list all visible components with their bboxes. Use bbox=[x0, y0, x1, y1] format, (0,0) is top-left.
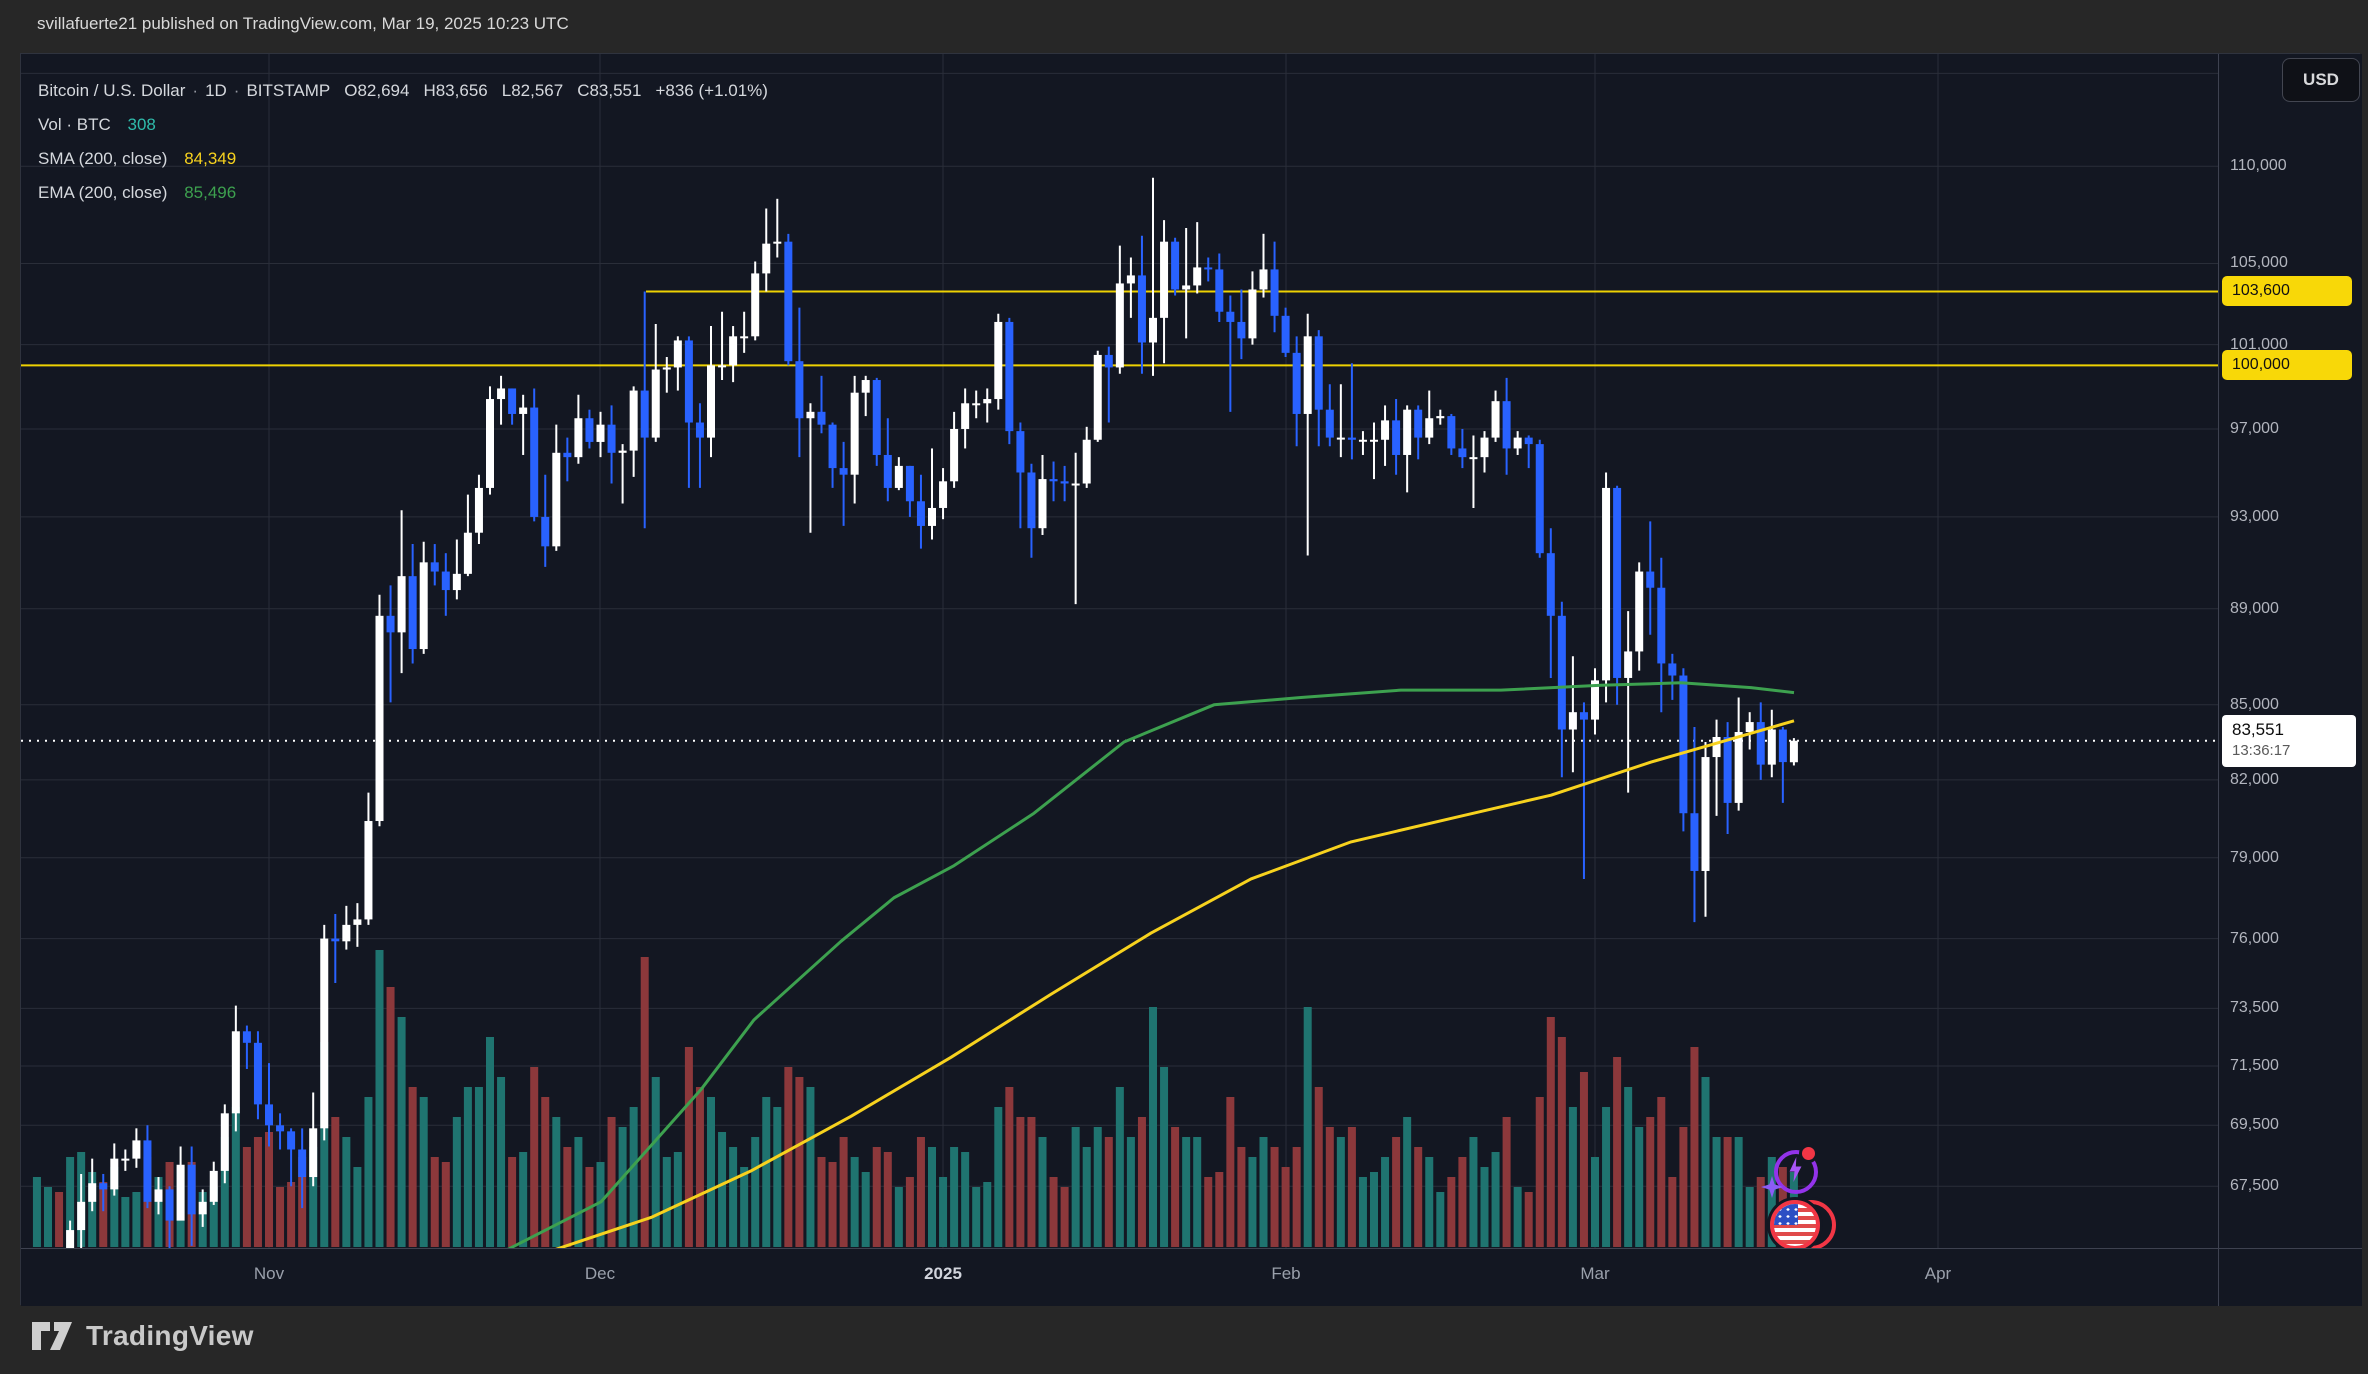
separator-dot: · bbox=[192, 81, 199, 100]
us-flag-canton bbox=[1774, 1204, 1798, 1225]
chart-plot[interactable]: Bitcoin / U.S. Dollar · 1D · BITSTAMP O82,694… bbox=[21, 54, 2218, 1248]
price-tick-label: 73,500 bbox=[2230, 999, 2279, 1017]
ohlc-value: H83,656 bbox=[423, 81, 488, 100]
volume-legend-value: 308 bbox=[127, 115, 156, 134]
sma-legend-value: 84,349 bbox=[184, 149, 237, 168]
price-tick-label: 110,000 bbox=[2230, 157, 2287, 175]
price-tick-label: 93,000 bbox=[2230, 507, 2279, 525]
exchange-label: BITSTAMP bbox=[246, 81, 331, 100]
ema-legend[interactable]: EMA (200, close) 85,496 bbox=[38, 176, 768, 210]
ema-legend-label: EMA (200, close) bbox=[38, 183, 168, 202]
sma-legend[interactable]: SMA (200, close) 84,349 bbox=[38, 142, 768, 176]
time-tick-label: Apr bbox=[1924, 1264, 1952, 1283]
ohlc-value: +836 (+1.01%) bbox=[655, 81, 768, 100]
chart-panel: Bitcoin / U.S. Dollar · 1D · BITSTAMP O82,694… bbox=[20, 53, 2362, 1306]
publish-info: svillafuerte21 published on TradingView.… bbox=[37, 14, 569, 33]
us-flag-icon bbox=[1770, 1200, 1820, 1248]
price-axis[interactable]: USD 110,000 105,000 101,000 97,000 93,000 89,… bbox=[2218, 54, 2362, 1248]
time-tick-label: Feb bbox=[1271, 1264, 1301, 1283]
time-tick-label: Mar bbox=[1580, 1264, 1610, 1283]
lightning-bolt-icon bbox=[1789, 1157, 1802, 1182]
ai-sparkle-event-icon[interactable] bbox=[1761, 1144, 1820, 1198]
volume-legend[interactable]: Vol · BTC 308 bbox=[38, 108, 768, 142]
ohlc-value: C83,551 bbox=[577, 81, 642, 100]
price-tick-label: 101,000 bbox=[2230, 335, 2288, 353]
current-price-label: 83,551 13:36:17 bbox=[2222, 714, 2356, 767]
axis-corner bbox=[2218, 1248, 2362, 1306]
symbol-name: Bitcoin / U.S. Dollar bbox=[38, 81, 186, 100]
level-price-badge: 100,000 bbox=[2222, 350, 2352, 381]
interval-label: 1D bbox=[205, 81, 227, 100]
time-tick-label: 2025 bbox=[924, 1264, 962, 1283]
volume-legend-label: Vol · BTC bbox=[38, 115, 111, 134]
separator-dot: · bbox=[233, 81, 240, 100]
sma-legend-label: SMA (200, close) bbox=[38, 149, 168, 168]
price-tick-label: 82,000 bbox=[2230, 770, 2279, 788]
sparkle-ring bbox=[1774, 1150, 1818, 1194]
symbol-legend[interactable]: Bitcoin / U.S. Dollar · 1D · BITSTAMP O82,694… bbox=[38, 74, 768, 108]
ema-legend-value: 85,496 bbox=[184, 183, 237, 202]
price-tick-label: 79,000 bbox=[2230, 848, 2279, 866]
price-tick-label: 89,000 bbox=[2230, 599, 2279, 617]
price-tick-label: 71,500 bbox=[2230, 1057, 2279, 1075]
price-tick-label: 97,000 bbox=[2230, 419, 2279, 437]
price-tick-label: 69,500 bbox=[2230, 1116, 2279, 1134]
price-tick-label: 76,000 bbox=[2230, 929, 2279, 947]
current-price-value: 83,551 bbox=[2232, 719, 2284, 739]
us-flag-event-icon[interactable] bbox=[1770, 1198, 1836, 1248]
time-tick-label: Nov bbox=[253, 1264, 285, 1283]
price-tick-label: 67,500 bbox=[2230, 1177, 2279, 1195]
time-axis[interactable]: Nov Dec 2025 Feb Mar Apr bbox=[21, 1248, 2218, 1306]
chart-canvas bbox=[21, 54, 2218, 1248]
tradingview-logo-text: TradingView bbox=[86, 1320, 254, 1351]
notification-dot bbox=[1799, 1144, 1818, 1163]
tradingview-logo-icon bbox=[32, 1322, 72, 1350]
bar-countdown: 13:36:17 bbox=[2232, 741, 2291, 759]
currency-toggle-button[interactable]: USD bbox=[2282, 58, 2360, 102]
time-tick-label: Dec bbox=[584, 1264, 616, 1283]
chart-legend: Bitcoin / U.S. Dollar · 1D · BITSTAMP O82,694… bbox=[38, 74, 768, 210]
ohlc-value: L82,567 bbox=[501, 81, 564, 100]
level-price-badge: 103,600 bbox=[2222, 276, 2352, 307]
price-tick-label: 85,000 bbox=[2230, 695, 2279, 713]
ohlc-value: O82,694 bbox=[344, 81, 410, 100]
price-tick-label: 105,000 bbox=[2230, 254, 2288, 272]
tradingview-logo[interactable]: TradingView bbox=[30, 1320, 254, 1352]
